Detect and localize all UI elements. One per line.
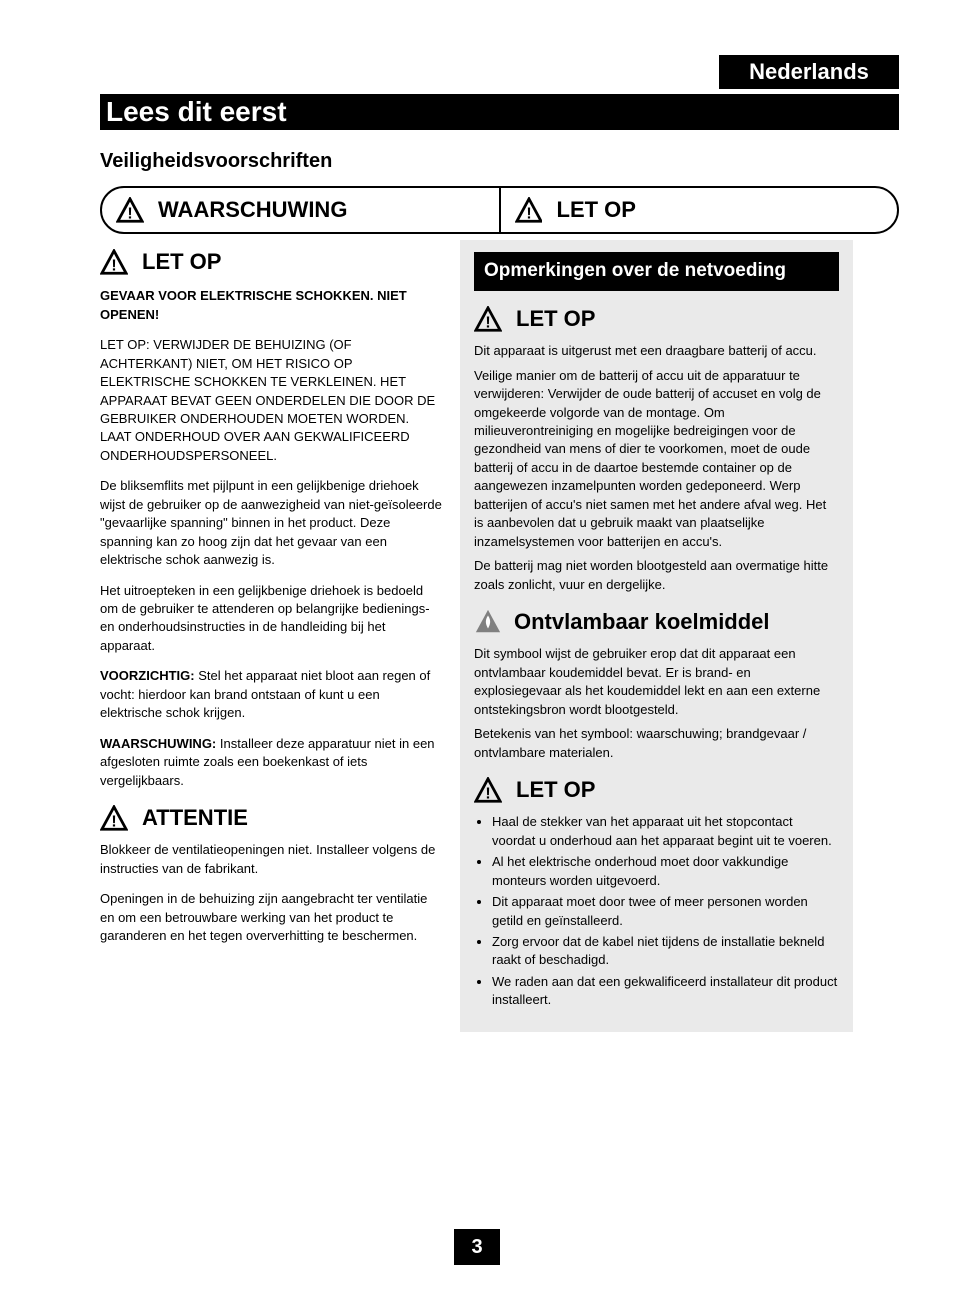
gray-info-box: Opmerkingen over de netvoeding ! LET OP … (460, 240, 853, 1032)
right-r3-body: Verwijder de oude batterij of accuset en… (474, 386, 826, 549)
left-p1: GEVAAR VOOR ELEKTRISCHE SCHOKKEN. NIET O… (100, 287, 444, 324)
language-tab: Nederlands (719, 55, 899, 89)
warning-triangle-icon: ! (474, 777, 502, 803)
left-p4: Het uitroepteken in een gelijkbenige dri… (100, 582, 444, 656)
svg-text:!: ! (127, 205, 132, 222)
svg-text:!: ! (111, 257, 116, 274)
graybox-caution2-label: LET OP (516, 774, 595, 805)
inflammable-heading: Ontvlambaar koelmiddel (474, 606, 839, 637)
left-att2: Openingen in de behuizing zijn aangebrac… (100, 890, 444, 945)
pill-right-label: LET OP (557, 197, 636, 223)
svg-text:!: ! (485, 785, 490, 802)
svg-text:!: ! (526, 205, 531, 222)
warning-triangle-icon: ! (116, 197, 144, 223)
left-p6-head: WAARSCHUWING: (100, 736, 216, 751)
svg-text:!: ! (485, 314, 490, 331)
warning-caution-pill: ! WAARSCHUWING ! LET OP (100, 186, 899, 234)
fire-triangle-icon (474, 608, 502, 636)
left-column: ! LET OP GEVAAR VOOR ELEKTRISCHE SCHOKKE… (100, 240, 444, 958)
graybox-caution2-heading: ! LET OP (474, 774, 839, 805)
warning-triangle-icon: ! (474, 306, 502, 332)
left-p3: De bliksemflits met pijlpunt in een geli… (100, 477, 444, 569)
warning-triangle-icon: ! (515, 197, 543, 223)
page-title-bar: Lees dit eerst (100, 94, 899, 130)
caution-heading: ! LET OP (100, 246, 444, 277)
warning-triangle-icon: ! (100, 805, 128, 831)
pill-left-label: WAARSCHUWING (158, 197, 347, 223)
inflammable-label: Ontvlambaar koelmiddel (514, 606, 770, 637)
graybox-caution-heading: ! LET OP (474, 303, 839, 334)
right-column: De openingen mogen nooit worden geblokke… (460, 240, 853, 1032)
right-r2: Dit apparaat is uitgerust met een draagb… (474, 342, 839, 360)
svg-text:!: ! (111, 813, 116, 830)
pill-left: ! WAARSCHUWING (102, 188, 501, 232)
page-number-badge: 3 (454, 1229, 500, 1265)
pill-right: ! LET OP (501, 188, 898, 232)
caution2-list: Haal de stekker van het apparaat uit het… (474, 813, 839, 1010)
left-p5-head: VOORZICHTIG: (100, 668, 195, 683)
graybox-caution-label: LET OP (516, 303, 595, 334)
list-item: Zorg ervoor dat de kabel niet tijdens de… (492, 933, 839, 970)
left-p2: LET OP: VERWIJDER DE BEHUIZING (OF ACHTE… (100, 336, 444, 465)
list-item: Haal de stekker van het apparaat uit het… (492, 813, 839, 850)
right-inflam1b: Betekenis van het symbool: waarschuwing;… (474, 725, 839, 762)
list-item: Dit apparaat moet door twee of meer pers… (492, 893, 839, 930)
attention-label: ATTENTIE (142, 802, 248, 833)
right-inflam1: Dit symbool wijst de gebruiker erop dat … (474, 645, 839, 719)
warning-triangle-icon: ! (100, 249, 128, 275)
list-item: Al het elektrische onderhoud moet door v… (492, 853, 839, 890)
page-subtitle: Veiligheidsvoorschriften (100, 150, 332, 173)
gray-box-title: Opmerkingen over de netvoeding (474, 252, 839, 291)
list-item: We raden aan dat een gekwalificeerd inst… (492, 973, 839, 1010)
caution-label: LET OP (142, 246, 221, 277)
right-r4: De batterij mag niet worden blootgesteld… (474, 557, 839, 594)
left-att1: Blokkeer de ventilatieopeningen niet. In… (100, 841, 444, 878)
attention-heading: ! ATTENTIE (100, 802, 444, 833)
